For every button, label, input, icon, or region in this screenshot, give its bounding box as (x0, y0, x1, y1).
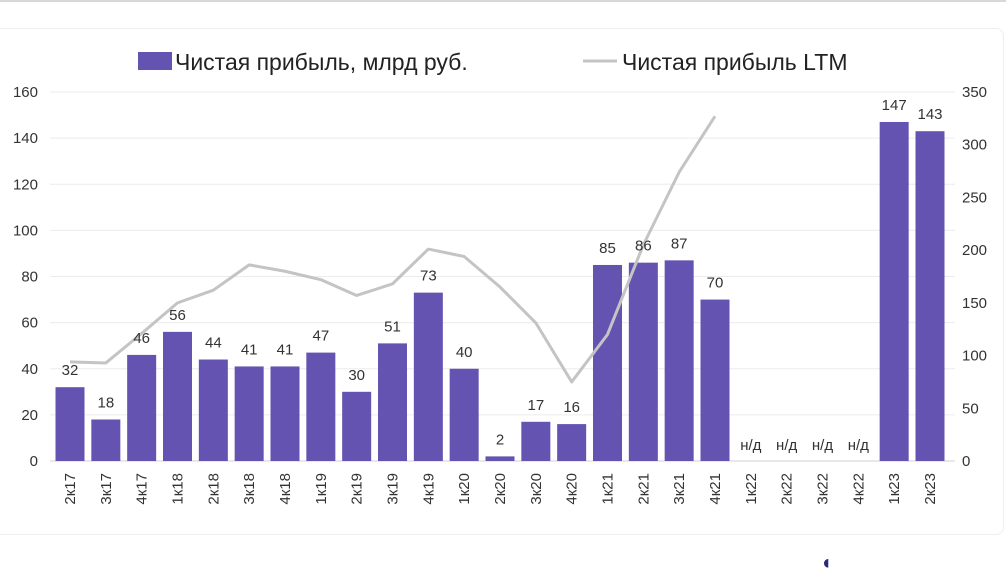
data-label: 51 (384, 318, 401, 335)
bar (306, 353, 335, 461)
x-tick: 1к23 (886, 473, 903, 505)
bar (701, 300, 730, 461)
bar (342, 392, 371, 461)
x-tick: 4к22 (850, 473, 867, 505)
data-label: 41 (241, 341, 258, 358)
x-tick: 2к18 (205, 473, 222, 505)
data-label: 143 (917, 106, 942, 123)
x-tick: 2к17 (62, 473, 79, 505)
y-left-tick: 80 (21, 269, 38, 286)
y-left-tick: 20 (21, 407, 38, 424)
x-tick: 1к18 (170, 473, 187, 505)
bar (916, 131, 945, 461)
bar (163, 332, 192, 461)
y-right-tick: 200 (962, 242, 987, 259)
x-tick: 2к21 (635, 473, 652, 505)
x-tick: 3к22 (815, 473, 832, 505)
x-tick: 2к19 (349, 473, 366, 505)
data-label: 87 (671, 235, 688, 252)
bar (91, 419, 120, 461)
data-label: 70 (707, 275, 724, 292)
data-label: 32 (62, 362, 79, 379)
y-left-tick: 140 (13, 130, 38, 147)
legend-line-label: Чистая прибыль LTM (622, 49, 847, 75)
legend-bar-swatch (138, 52, 172, 70)
data-label: 147 (882, 97, 907, 114)
bar (56, 387, 85, 461)
x-tick: 4к21 (707, 473, 724, 505)
logo: ◖ (820, 552, 833, 575)
y-right-tick: 250 (962, 189, 987, 206)
x-tick: 2к23 (922, 473, 939, 505)
data-label: 17 (527, 397, 544, 414)
bar (629, 263, 658, 461)
bar (557, 424, 586, 461)
data-label: 86 (635, 238, 652, 255)
legend: Чистая прибыль, млрд руб. Чистая прибыль… (138, 49, 847, 75)
bar (521, 422, 550, 461)
bar (271, 366, 300, 461)
x-tick: 4к19 (420, 473, 437, 505)
x-tick: 1к20 (456, 473, 473, 505)
x-tick: 2к20 (492, 473, 509, 505)
bar (665, 260, 694, 461)
x-tick: 4к20 (564, 473, 581, 505)
data-label: 2 (496, 431, 504, 448)
y-left-tick: 40 (21, 361, 38, 378)
data-label-na: н/д (776, 437, 797, 454)
x-tick: 1к19 (313, 473, 330, 505)
x-tick: 1к22 (743, 473, 760, 505)
x-tick: 3к20 (528, 473, 545, 505)
x-tick: 3к18 (241, 473, 258, 505)
bar (593, 265, 622, 461)
data-label: 56 (169, 307, 186, 324)
y-right-tick: 100 (962, 348, 987, 365)
y-left-tick: 60 (21, 315, 38, 332)
data-label-na: н/д (812, 437, 833, 454)
bar (378, 343, 407, 461)
bar (235, 366, 264, 461)
bar (414, 293, 443, 461)
x-tick: 2к22 (779, 473, 796, 505)
data-label: 40 (456, 344, 473, 361)
bar (880, 122, 909, 461)
data-label: 18 (97, 394, 114, 411)
y-right-tick: 350 (962, 84, 987, 101)
x-tick: 3к21 (671, 473, 688, 505)
data-label: 46 (133, 330, 150, 347)
data-label: 85 (599, 240, 616, 257)
bar (127, 355, 156, 461)
bar (450, 369, 479, 461)
data-label: 73 (420, 268, 437, 285)
x-tick: 1к21 (600, 473, 617, 505)
data-label: 41 (277, 341, 294, 358)
bar (199, 360, 228, 461)
x-tick: 3к19 (385, 473, 402, 505)
data-label: 44 (205, 335, 222, 352)
data-label: 16 (563, 399, 580, 416)
y-left-tick: 100 (13, 222, 38, 239)
y-right-tick: 0 (962, 453, 970, 470)
data-label-na: н/д (740, 437, 761, 454)
data-label: 30 (348, 367, 365, 384)
y-left-tick: 120 (13, 176, 38, 193)
x-tick: 4к17 (134, 473, 151, 505)
x-tick: 3к17 (98, 473, 115, 505)
y-left-tick: 160 (13, 84, 38, 101)
data-label: 47 (312, 328, 329, 345)
legend-bar-label: Чистая прибыль, млрд руб. (175, 49, 468, 75)
y-right-tick: 300 (962, 137, 987, 154)
y-right-tick: 50 (962, 400, 979, 417)
y-left-tick: 0 (30, 453, 38, 470)
x-tick: 4к18 (277, 473, 294, 505)
y-right-tick: 150 (962, 295, 987, 312)
bar (486, 456, 515, 461)
data-label-na: н/д (848, 437, 869, 454)
